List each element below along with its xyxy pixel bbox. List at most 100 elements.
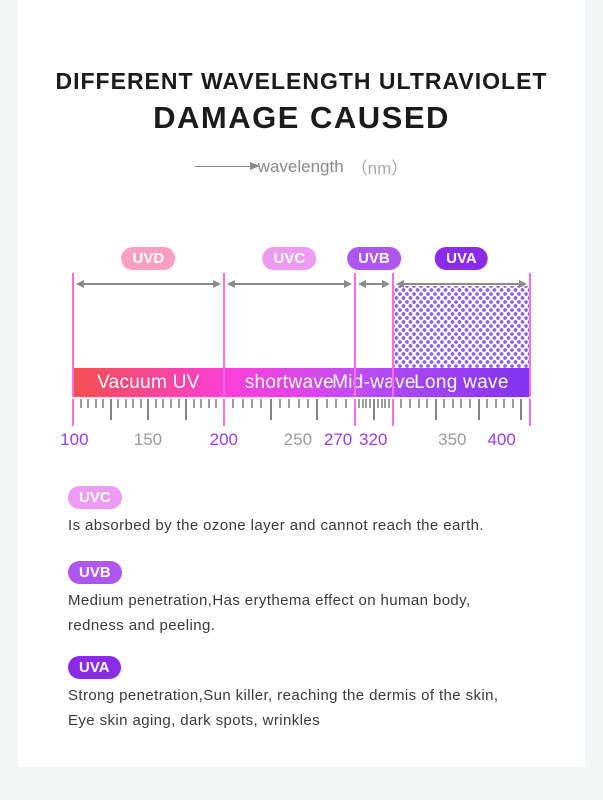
ruler-tick bbox=[79, 399, 82, 408]
range-arrow-uva bbox=[395, 280, 527, 288]
ruler-tick bbox=[215, 399, 218, 408]
uvb-description: Medium penetration,Has erythema effect o… bbox=[68, 588, 560, 638]
ruler-tick bbox=[307, 399, 310, 408]
legend-section-uvb: UVB Medium penetration,Has erythema effe… bbox=[68, 561, 560, 638]
band-badge-uva: UVA bbox=[435, 247, 488, 270]
axis-number-150: 150 bbox=[133, 430, 163, 449]
ruler-tick bbox=[260, 399, 263, 408]
ruler-tick bbox=[154, 399, 157, 408]
arrow-line bbox=[397, 283, 525, 285]
legend-section-uvc: UVC Is absorbed by the ozone layer and c… bbox=[68, 486, 560, 538]
band-badge-uvc: UVC bbox=[262, 247, 317, 270]
ruler-tick bbox=[325, 399, 328, 408]
ruler-tick bbox=[477, 399, 480, 420]
arrowhead-left-icon bbox=[395, 280, 404, 288]
ruler-tick bbox=[417, 399, 420, 408]
ruler-tick bbox=[297, 399, 300, 408]
ruler-tick bbox=[87, 399, 90, 408]
ruler-tick bbox=[250, 399, 253, 408]
arrow-line bbox=[228, 283, 350, 285]
uv-scale-diagram: UVD Vacuum UV UVC shortwave UVB Mid-wave UVA Lo… bbox=[60, 247, 531, 457]
legend-section-uva: UVA Strong penetration,Sun killer, reach… bbox=[68, 656, 560, 733]
ruler-tick bbox=[369, 399, 372, 408]
ruler-tick bbox=[139, 399, 142, 408]
arrowhead-right-icon bbox=[212, 280, 221, 288]
arrow-line bbox=[359, 283, 388, 285]
ruler-tick bbox=[109, 399, 112, 420]
arrowhead-left-icon bbox=[357, 280, 366, 288]
ruler-tick bbox=[117, 399, 120, 408]
ruler-tick bbox=[511, 399, 514, 408]
axis-number-400: 400 bbox=[487, 430, 516, 449]
uvc-description: Is absorbed by the ozone layer and canno… bbox=[68, 513, 560, 538]
band-badge-uvd: UVD bbox=[121, 247, 176, 270]
ruler-tick bbox=[426, 399, 429, 408]
arrowhead-right-icon bbox=[381, 280, 390, 288]
page-title-line2: DAMAGE CAUSED bbox=[153, 100, 450, 135]
ruler-tick bbox=[185, 399, 188, 420]
bar-segment-label-uvd: Vacuum UV bbox=[97, 371, 200, 393]
ruler-tick bbox=[207, 399, 210, 408]
range-arrow-uvc bbox=[226, 280, 352, 288]
ruler-tick bbox=[288, 399, 291, 408]
wavelength-axis-caption: wavelength （nm） bbox=[18, 154, 585, 179]
ruler-tick bbox=[94, 399, 97, 408]
range-arrow-uvd bbox=[76, 280, 221, 288]
ruler-tick bbox=[316, 399, 319, 420]
ruler-tick-major bbox=[529, 399, 531, 426]
infographic-card: DIFFERENT WAVELENGTH ULTRAVIOLET DAMAGE … bbox=[18, 0, 585, 767]
axis-number-200: 200 bbox=[209, 430, 238, 449]
ruler-tick bbox=[388, 399, 391, 408]
ruler-tick bbox=[241, 399, 244, 408]
ruler-tick bbox=[443, 399, 446, 408]
ruler-tick-major bbox=[72, 399, 74, 426]
ruler-tick bbox=[192, 399, 195, 408]
uva-description-line: Eye skin aging, dark spots, wrinkles bbox=[68, 712, 321, 729]
ruler-tick-major bbox=[222, 399, 225, 426]
uva-badge: UVA bbox=[68, 656, 121, 679]
uvc-description-line: Is absorbed by the ozone layer and canno… bbox=[68, 517, 484, 534]
ruler-tick bbox=[361, 399, 364, 408]
axis-unit: （nm） bbox=[350, 159, 409, 178]
ruler-tick bbox=[469, 399, 472, 408]
ruler-tick bbox=[357, 399, 360, 408]
ruler-tick bbox=[147, 399, 150, 420]
ruler-tick bbox=[520, 399, 523, 420]
uvb-badge: UVB bbox=[68, 561, 122, 584]
arrowhead-left-icon bbox=[226, 280, 235, 288]
arrowhead-right-icon bbox=[518, 280, 527, 288]
ruler-tick bbox=[372, 399, 375, 420]
ruler-tick bbox=[384, 399, 387, 408]
ruler-tick bbox=[400, 399, 403, 408]
ruler-tick bbox=[200, 399, 203, 408]
ruler-tick-major bbox=[353, 399, 356, 426]
ruler-tick bbox=[344, 399, 347, 408]
ruler-tick bbox=[232, 399, 235, 408]
ruler-tick bbox=[380, 399, 383, 408]
ruler-tick bbox=[170, 399, 173, 408]
boundary-line bbox=[529, 273, 531, 397]
ruler-tick bbox=[279, 399, 282, 408]
ruler-tick bbox=[376, 399, 379, 408]
bar-segment-label-uvb: Mid-wave bbox=[332, 371, 416, 393]
ruler-tick bbox=[132, 399, 135, 408]
dotted-region-uva bbox=[392, 286, 530, 368]
arrowhead-left-icon bbox=[76, 280, 84, 288]
ruler-tick bbox=[494, 399, 497, 408]
ruler-tick bbox=[486, 399, 489, 408]
axis-number-250: 250 bbox=[283, 430, 313, 449]
bar-segment-label-uva: Long wave bbox=[414, 371, 509, 393]
ruler-tick bbox=[162, 399, 165, 408]
axis-number-270: 270 bbox=[323, 430, 353, 449]
ruler-tick bbox=[451, 399, 454, 408]
ruler-tick bbox=[434, 399, 437, 420]
axis-number-320: 320 bbox=[359, 430, 388, 449]
right-arrow-icon bbox=[194, 162, 260, 169]
arrowhead-right-icon bbox=[343, 280, 352, 288]
axis-label: wavelength bbox=[257, 156, 344, 176]
uvc-badge: UVC bbox=[68, 486, 122, 509]
ruler-tick bbox=[335, 399, 338, 408]
boundary-line bbox=[72, 273, 74, 397]
boundary-line bbox=[222, 273, 225, 397]
